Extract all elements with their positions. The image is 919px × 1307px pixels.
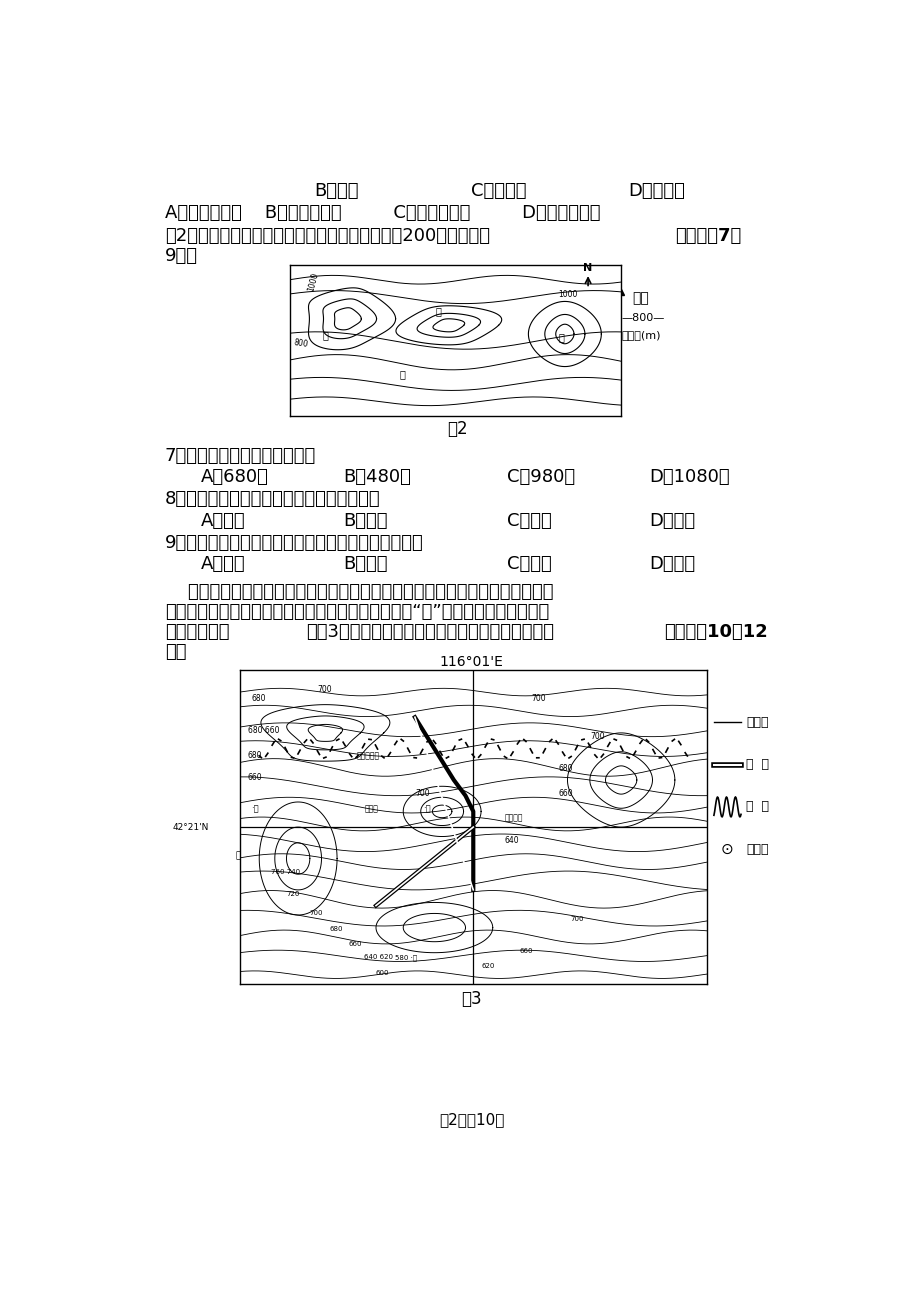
Text: 长  城: 长 城 bbox=[745, 800, 768, 813]
Text: D．丁地: D．丁地 bbox=[649, 512, 695, 531]
Text: 8．甲、乙、丙、丁四地，地表水最丰富的是: 8．甲、乙、丙、丁四地，地表水最丰富的是 bbox=[165, 490, 380, 508]
Text: C．丙地: C．丙地 bbox=[506, 512, 551, 531]
Text: 图2: 图2 bbox=[447, 420, 467, 438]
Text: 铁  路: 铁 路 bbox=[745, 758, 768, 771]
Text: B．480米: B．480米 bbox=[343, 468, 411, 486]
Text: C．东北: C．东北 bbox=[506, 555, 551, 574]
Text: 山峰: 山峰 bbox=[631, 290, 648, 305]
Text: C．980米: C．980米 bbox=[506, 468, 574, 486]
Text: A．西南: A．西南 bbox=[200, 555, 245, 574]
Text: 八达岭长城是举世闻名的万里长城中非常雄伟壮观的一段，而穿行该区的京张: 八达岭长城是举世闻名的万里长城中非常雄伟壮观的一段，而穿行该区的京张 bbox=[165, 583, 553, 601]
Text: A．680米: A．680米 bbox=[200, 468, 268, 486]
Text: 9题。: 9题。 bbox=[165, 247, 198, 265]
Text: 等高线: 等高线 bbox=[745, 716, 767, 729]
Text: —800—: —800— bbox=[620, 312, 664, 323]
Text: D．南美洲: D．南美洲 bbox=[628, 182, 685, 200]
Text: A．苏伊士运河    B．巴拿马运河         C．麦哲伦海峡         D．英吉利海峡: A．苏伊士运河 B．巴拿马运河 C．麦哲伦海峡 D．英吉利海峡 bbox=[165, 204, 600, 222]
Text: 题。: 题。 bbox=[165, 643, 187, 661]
Text: D．1080米: D．1080米 bbox=[649, 468, 730, 486]
Text: C．北美洲: C．北美洲 bbox=[471, 182, 527, 200]
Text: 116°01'E: 116°01'E bbox=[439, 655, 503, 669]
Text: 铁路是完全由中国人自己设计建筑的第一条铁路，其“人”字型的设计更是彰显了: 铁路是完全由中国人自己设计建筑的第一条铁路，其“人”字型的设计更是彰显了 bbox=[165, 603, 549, 621]
Text: D．西北: D．西北 bbox=[649, 555, 695, 574]
Text: A．甲地: A．甲地 bbox=[200, 512, 245, 531]
Text: 9．若甲地有河流，则该河流在图示区域的最终流向是: 9．若甲地有河流，则该河流在图示区域的最终流向是 bbox=[165, 535, 424, 553]
Text: B．乙地: B．乙地 bbox=[343, 512, 387, 531]
Text: 等高线(m): 等高线(m) bbox=[620, 329, 660, 340]
Text: B．非洲: B．非洲 bbox=[314, 182, 358, 200]
Text: 。图3为八达岭长城及京张铁路附近等高线示意图，: 。图3为八达岭长城及京张铁路附近等高线示意图， bbox=[306, 623, 553, 640]
Text: 第2页共10页: 第2页共10页 bbox=[438, 1112, 504, 1128]
Text: 据此完托7～: 据此完托7～ bbox=[675, 227, 741, 246]
Text: 据此完成10～12: 据此完成10～12 bbox=[664, 623, 767, 640]
Text: 680: 680 bbox=[686, 718, 706, 728]
Text: 7．图中丁地的海拔高度可能是: 7．图中丁地的海拔高度可能是 bbox=[165, 447, 316, 465]
Text: 图3: 图3 bbox=[460, 991, 482, 1008]
Text: 中国人的智慧: 中国人的智慧 bbox=[165, 623, 229, 640]
Text: 火车站: 火车站 bbox=[745, 843, 767, 856]
Text: ⊙: ⊙ bbox=[720, 842, 733, 856]
Text: 图2是我国东部某区域地形示意图，图中等高距为200米。读图，: 图2是我国东部某区域地形示意图，图中等高距为200米。读图， bbox=[165, 227, 490, 246]
Text: B．东南: B．东南 bbox=[343, 555, 387, 574]
